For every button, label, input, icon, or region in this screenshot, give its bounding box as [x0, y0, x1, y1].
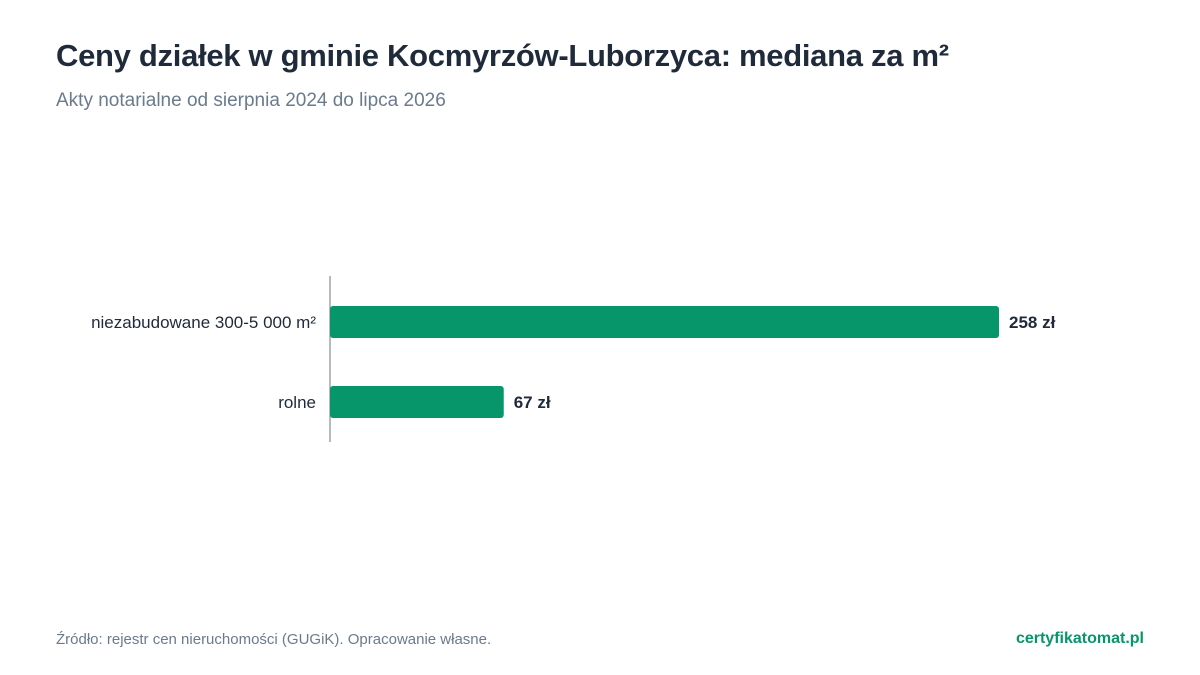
bar-1 [330, 386, 504, 418]
source-note: Źródło: rejestr cen nieruchomości (GUGiK… [56, 631, 492, 648]
brand-link[interactable]: certyfikatomat.pl [1015, 630, 1144, 647]
category-label-0: niezabudowane 300-5 000 m² [91, 313, 316, 332]
bar-0 [330, 306, 999, 338]
value-label-1: 67 zł [514, 393, 551, 412]
chart-subtitle: Akty notarialne od sierpnia 2024 do lipc… [56, 90, 446, 111]
category-label-1: rolne [278, 393, 316, 412]
value-label-0: 258 zł [1009, 313, 1056, 332]
chart-title: Ceny działek w gminie Kocmyrzów-Luborzyc… [56, 38, 949, 73]
